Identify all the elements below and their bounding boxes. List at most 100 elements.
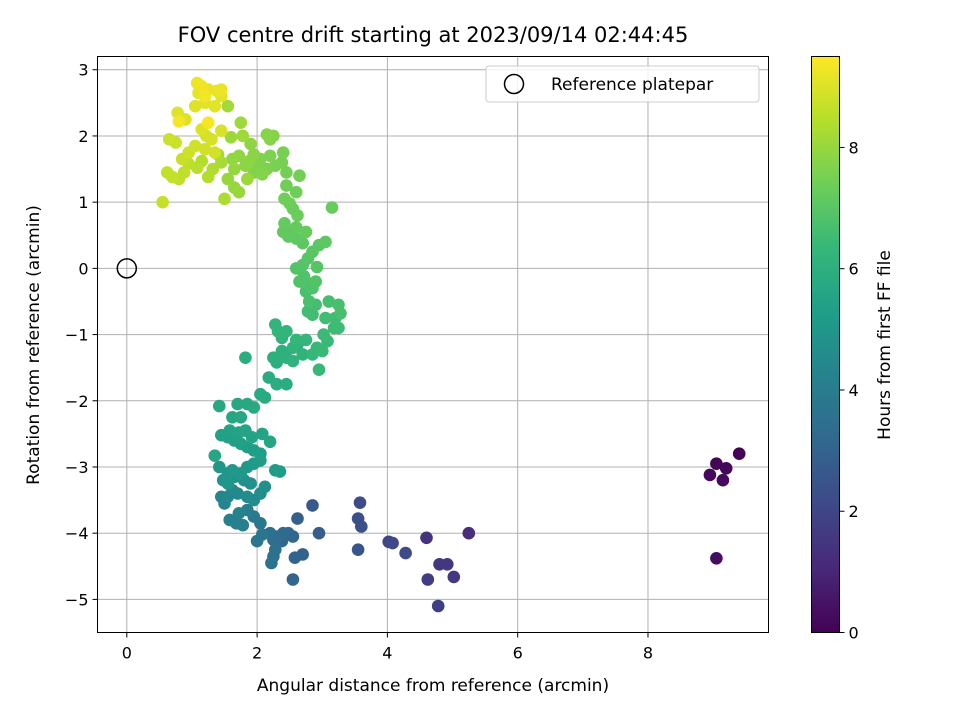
data-point	[280, 166, 293, 179]
x-axis-label: Angular distance from reference (arcmin)	[257, 676, 609, 696]
colorbar-label: Hours from first FF file	[875, 250, 895, 440]
data-point	[241, 172, 254, 186]
data-point	[280, 377, 293, 391]
data-point	[306, 499, 319, 512]
colorbar-tick-label: 6	[849, 260, 859, 279]
y-tick-label: 3	[78, 61, 88, 80]
data-point	[221, 99, 235, 113]
data-point	[355, 520, 368, 533]
data-point	[710, 457, 723, 471]
data-point	[258, 480, 272, 494]
y-tick-label: −2	[65, 392, 89, 411]
data-point	[260, 128, 274, 141]
x-tick-label: 2	[252, 644, 262, 663]
data-point	[312, 363, 326, 377]
data-point	[299, 333, 313, 347]
grid-lines	[97, 56, 769, 633]
data-point	[244, 137, 257, 151]
data-point	[218, 192, 231, 206]
x-tick-label: 0	[122, 644, 132, 663]
data-point	[215, 156, 228, 169]
data-point	[188, 139, 202, 153]
data-point	[273, 465, 287, 478]
data-point	[462, 526, 476, 540]
data-point	[351, 543, 365, 556]
data-point	[198, 89, 212, 103]
data-point	[280, 179, 293, 192]
data-point	[319, 235, 332, 249]
data-point	[420, 531, 433, 545]
data-point	[215, 83, 228, 96]
data-point	[288, 551, 302, 564]
data-point	[255, 427, 269, 441]
legend-marker-icon	[503, 73, 525, 95]
colorbar-tick-label: 4	[849, 381, 859, 400]
data-point	[234, 411, 248, 424]
y-tick-label: −1	[65, 326, 89, 345]
data-point	[286, 573, 300, 586]
data-point	[447, 570, 461, 584]
data-point	[263, 149, 277, 163]
data-point	[213, 460, 226, 474]
data-point	[732, 447, 746, 461]
data-point	[353, 496, 367, 510]
data-point	[316, 344, 329, 358]
data-point	[710, 552, 723, 565]
data-point	[156, 195, 169, 209]
data-point	[247, 401, 261, 414]
colorbar-tick-label: 0	[849, 624, 859, 643]
data-point	[232, 507, 246, 520]
data-point	[265, 556, 278, 570]
data-point	[239, 351, 252, 365]
data-point	[263, 435, 277, 449]
data-point	[172, 115, 186, 128]
y-tick-label: 0	[78, 259, 88, 278]
data-point	[386, 536, 399, 550]
data-point	[213, 399, 226, 413]
data-point	[276, 146, 290, 159]
data-point	[270, 377, 284, 391]
legend: Reference platepar	[485, 65, 760, 103]
plot-frame	[97, 56, 769, 633]
data-point	[234, 116, 248, 129]
data-point	[719, 462, 733, 475]
data-point	[201, 116, 215, 129]
data-point	[223, 513, 236, 527]
data-point	[231, 487, 244, 500]
data-point	[198, 142, 212, 156]
data-point	[716, 473, 730, 487]
data-point	[195, 80, 208, 93]
data-point	[309, 275, 323, 288]
data-point	[221, 172, 235, 186]
data-point	[258, 391, 272, 404]
y-axis-ticks: −5 −4 −3 −2 −1 0 1 2 3	[65, 61, 98, 609]
data-point	[267, 351, 280, 365]
data-point	[226, 152, 239, 166]
legend-box	[485, 65, 760, 103]
data-point	[278, 192, 291, 206]
data-point	[236, 129, 250, 143]
colorbar-tick-label: 8	[849, 138, 859, 157]
data-point	[245, 430, 259, 444]
y-tick-label: 2	[78, 127, 88, 146]
colorbar-tick-label: 2	[849, 502, 859, 521]
y-tick-label: −5	[65, 590, 89, 609]
data-point	[703, 468, 717, 482]
data-point	[231, 397, 244, 411]
data-point	[296, 348, 310, 361]
y-tick-label: −3	[65, 458, 89, 477]
colorbar	[811, 56, 840, 633]
legend-entry-reference-platepar: Reference platepar	[551, 75, 713, 95]
chart-title: FOV centre drift starting at 2023/09/14 …	[178, 23, 689, 47]
reference-platepar-marker	[116, 258, 138, 279]
data-point	[208, 146, 222, 159]
data-point	[310, 260, 324, 274]
data-point	[299, 225, 313, 239]
colorbar-ticks: 0 2 4 6 8	[839, 138, 859, 643]
data-point	[162, 133, 176, 146]
data-point	[289, 221, 303, 234]
data-point	[291, 512, 304, 525]
x-tick-label: 4	[382, 644, 392, 663]
data-point	[208, 99, 222, 113]
